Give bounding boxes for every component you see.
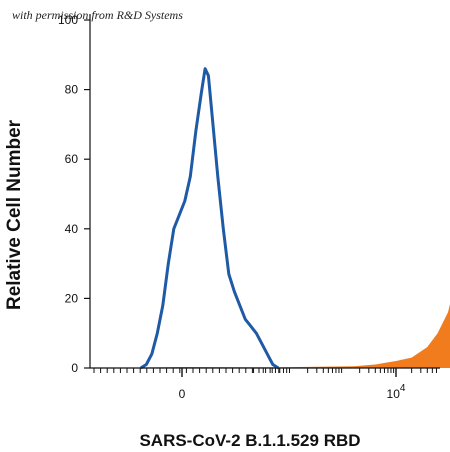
- series-filled-histogram: [99, 304, 450, 368]
- series-outline-histogram: [139, 67, 280, 370]
- y-tick-label: 60: [65, 152, 79, 166]
- y-tick-label: 80: [65, 83, 79, 97]
- y-tick-label: 100: [58, 13, 78, 27]
- y-tick-label: 0: [71, 361, 78, 375]
- x-axis-label: SARS-CoV-2 B.1.1.529 RBD: [139, 431, 360, 450]
- y-tick-label: 40: [65, 222, 79, 236]
- plot-area: 0204060801000104106: [58, 13, 450, 401]
- y-tick-label: 20: [65, 291, 79, 305]
- x-tick-label: 104: [387, 383, 406, 401]
- watermark-text: with permission from R&D Systems: [12, 8, 183, 22]
- y-axis-label: Relative Cell Number: [4, 119, 25, 310]
- x-tick-label: 0: [179, 387, 186, 401]
